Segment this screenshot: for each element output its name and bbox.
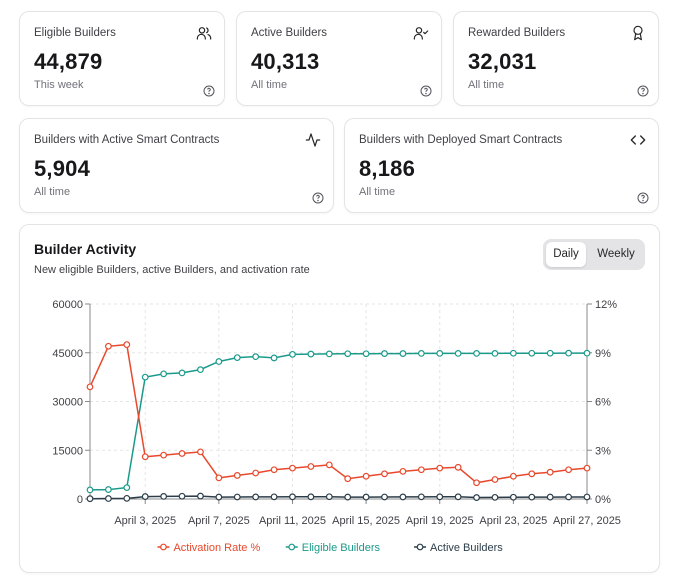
stat-period: All time <box>468 79 505 91</box>
stat-label: Active Builders <box>251 27 328 39</box>
help-icon[interactable] <box>637 192 649 204</box>
help-icon[interactable] <box>203 85 215 97</box>
toggle-daily[interactable]: Daily <box>546 242 586 267</box>
users-icon <box>196 27 212 40</box>
activity-icon <box>305 133 321 147</box>
help-icon[interactable] <box>420 85 432 97</box>
stat-label: Rewarded Builders <box>468 27 566 39</box>
stat-card-active-smart-contracts: Builders with Active Smart Contracts 5,9… <box>19 118 334 213</box>
stat-card-eligible-builders: Eligible Builders 44,879 This week <box>19 11 225 106</box>
stat-card-active-builders: Active Builders 40,313 All time <box>236 11 442 106</box>
stat-label: Eligible Builders <box>34 27 116 39</box>
chart-subtitle: New eligible Builders, active Builders, … <box>34 264 310 276</box>
stat-period: All time <box>34 186 71 198</box>
stat-value: 32,031 <box>468 49 537 74</box>
toggle-weekly[interactable]: Weekly <box>597 248 635 260</box>
stat-value: 5,904 <box>34 156 91 181</box>
user-check-icon <box>413 27 429 40</box>
stat-value: 44,879 <box>34 49 103 74</box>
stat-period: This week <box>34 79 84 91</box>
stat-label: Builders with Active Smart Contracts <box>34 134 220 146</box>
period-toggle: Daily Weekly <box>543 239 645 270</box>
stat-period: All time <box>359 186 396 198</box>
stat-value: 8,186 <box>359 156 416 181</box>
chart-title: Builder Activity <box>34 241 137 257</box>
stat-card-rewarded-builders: Rewarded Builders 32,031 All time <box>453 11 659 106</box>
code-icon <box>630 135 646 145</box>
award-icon <box>633 25 643 41</box>
help-icon[interactable] <box>312 192 324 204</box>
stat-label: Builders with Deployed Smart Contracts <box>359 134 563 146</box>
help-icon[interactable] <box>637 85 649 97</box>
stat-value: 40,313 <box>251 49 320 74</box>
builder-activity-card: Builder Activity New eligible Builders, … <box>19 224 660 573</box>
stat-card-deployed-smart-contracts: Builders with Deployed Smart Contracts 8… <box>344 118 659 213</box>
stat-period: All time <box>251 79 288 91</box>
